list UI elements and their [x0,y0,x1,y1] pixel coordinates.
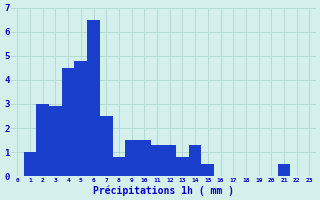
Bar [49,106,62,176]
Bar [138,140,151,176]
Bar [100,116,113,176]
Bar [189,145,202,176]
Bar [202,164,214,176]
X-axis label: Précipitations 1h ( mm ): Précipitations 1h ( mm ) [93,185,234,196]
Bar [164,145,176,176]
Bar [151,145,164,176]
Bar [176,157,189,176]
Bar [113,157,125,176]
Bar [125,140,138,176]
Bar [87,20,100,176]
Bar [24,152,36,176]
Bar [75,61,87,176]
Bar [36,104,49,176]
Bar [62,68,75,176]
Bar [278,164,291,176]
